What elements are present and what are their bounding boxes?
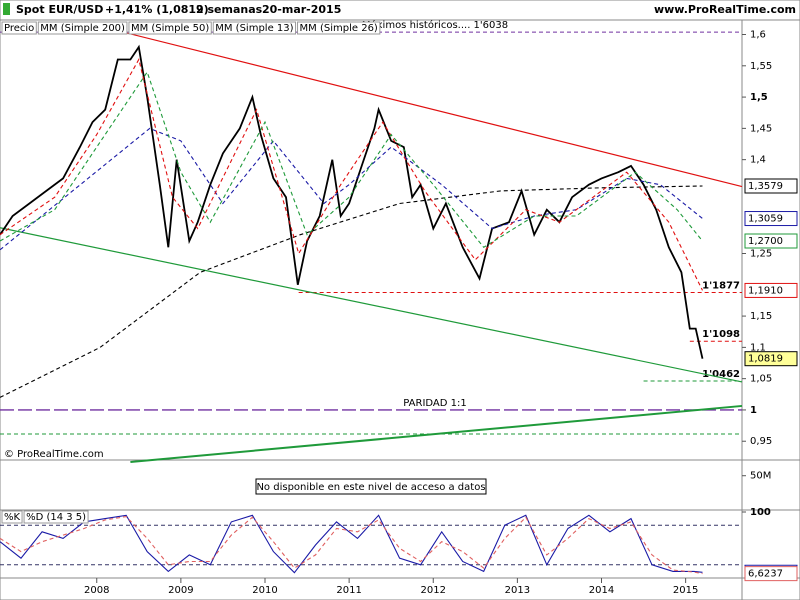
y-tick-label: 1,05 — [750, 374, 772, 385]
end-label: 1,2700 — [748, 236, 783, 247]
end-label: 1,3059 — [748, 214, 783, 225]
legend-box — [23, 510, 89, 524]
end-label: 6,6237 — [748, 569, 783, 580]
level-label: Máximos históricos.... 1'6038 — [362, 19, 508, 31]
period: 2 semanas — [196, 3, 263, 16]
series-line — [0, 70, 703, 249]
end-label: 1,1910 — [748, 285, 783, 296]
copyright: © ProRealTime.com — [4, 449, 104, 460]
x-tick-label: 2012 — [421, 585, 446, 596]
end-label-box — [744, 211, 798, 227]
legend-box — [297, 21, 381, 35]
change: +1,41% (1,0819) — [105, 3, 209, 16]
end-label-box — [744, 351, 798, 367]
icon — [3, 3, 10, 15]
level-label: 1'0462 — [702, 369, 740, 380]
series-line — [0, 58, 703, 291]
trend-line — [120, 30, 743, 188]
level-label: 1'1098 — [702, 329, 740, 340]
x-tick-label: 2010 — [252, 585, 277, 596]
volume-message: No disponible en este nivel de acceso a … — [256, 482, 485, 493]
x-tick-label: 2011 — [336, 585, 361, 596]
y-tick-label: 0,95 — [750, 436, 772, 447]
legend-label: MM (Simple 26) — [300, 23, 378, 34]
y-tick-label: 1,55 — [750, 61, 772, 72]
end-label-box — [744, 282, 798, 298]
y-tick-label: 1,45 — [750, 123, 772, 134]
site: www.ProRealTime.com — [654, 3, 796, 16]
legend-label: MM (Simple 13) — [215, 23, 293, 34]
date: 20-mar-2015 — [262, 3, 341, 16]
end-label-box — [744, 566, 798, 582]
trend-line — [0, 227, 743, 383]
legend-box — [1, 510, 23, 524]
y-tick-label: 1,6 — [750, 30, 766, 41]
message-box — [255, 478, 487, 495]
legend-label: Precio — [4, 23, 34, 34]
y-tick-label: 50M — [750, 471, 771, 482]
x-tick-label: 2009 — [168, 585, 193, 596]
x-tick-label: 2015 — [673, 585, 698, 596]
instrument: Spot EUR/USD — [16, 3, 103, 16]
series-line — [0, 514, 703, 574]
level-label: PARIDAD 1:1 — [403, 398, 466, 409]
y-tick-label: 1 — [750, 405, 757, 416]
y-tick-label: 100 — [750, 507, 771, 518]
legend-label: MM (Simple 200) — [40, 23, 125, 34]
x-tick-label: 2008 — [84, 585, 109, 596]
trend-line — [130, 404, 743, 463]
legend-label: MM (Simple 50) — [131, 23, 209, 34]
series-line — [0, 185, 703, 398]
y-tick-label: 1,15 — [750, 311, 772, 322]
series-line — [0, 516, 703, 575]
end-label-box — [744, 178, 798, 194]
series-line — [0, 44, 704, 359]
legend-box — [37, 21, 128, 35]
level-label: 1'1877 — [702, 280, 740, 291]
end-label: 1,0819 — [748, 354, 783, 365]
end-label: 1,3579 — [748, 181, 783, 192]
y-tick-label: 1,1 — [750, 342, 766, 353]
end-label-box — [744, 233, 798, 249]
y-tick-label: 1,5 — [750, 92, 768, 103]
legend-label: %D (14 3 5) — [26, 512, 86, 523]
legend-label: %K — [4, 512, 21, 523]
x-tick-label: 2013 — [505, 585, 530, 596]
series-line — [0, 127, 703, 251]
legend-box — [212, 21, 297, 35]
legend-box — [128, 21, 212, 35]
y-tick-label: 1,4 — [750, 155, 766, 166]
x-tick-label: 2014 — [589, 585, 614, 596]
legend-box — [1, 21, 37, 35]
y-tick-label: 1,25 — [750, 249, 772, 260]
